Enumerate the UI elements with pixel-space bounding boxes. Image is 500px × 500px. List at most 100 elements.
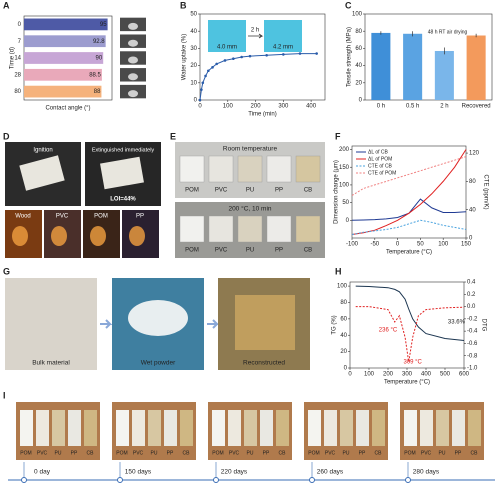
bar (371, 32, 391, 100)
series-line (351, 156, 467, 196)
plot-frame (364, 13, 493, 101)
timeline-node (309, 477, 315, 483)
sample (276, 410, 289, 446)
photo-label: PP (275, 248, 283, 254)
series-line (351, 198, 467, 221)
annotation: 2 h (251, 28, 259, 34)
marker (282, 53, 285, 56)
photo-label: PVC (215, 248, 228, 254)
inset-arrow (248, 33, 264, 39)
x-tick-label: 400 (306, 104, 317, 110)
x-tick-label: 100 (364, 372, 375, 378)
photo-label: CB (304, 188, 312, 194)
sample (372, 410, 385, 446)
photo-label: Room temperature (223, 146, 278, 153)
x-tick-label: 0.5 h (406, 104, 419, 110)
photo-label: PVC (215, 188, 228, 194)
sample (356, 410, 369, 446)
marker (198, 98, 202, 102)
reconstructed (235, 295, 295, 350)
series-line (351, 219, 467, 235)
y-axis-label: Water uptake (%) (182, 34, 188, 80)
photo-label: CB (375, 450, 383, 456)
timeline-node (117, 477, 123, 483)
powder (128, 300, 188, 336)
photo-label: PU (439, 450, 446, 456)
sample (180, 410, 193, 446)
photo-label: PVC (56, 214, 69, 220)
x-tick-label: -50 (370, 242, 379, 248)
x-tick-label: Recovered (462, 104, 491, 110)
annotation: 236 °C (379, 328, 398, 334)
y-tick-label: 30 (190, 46, 197, 52)
panel-letter: G (3, 266, 10, 276)
marker (211, 66, 214, 69)
y2-tick-label: -0.8 (467, 353, 478, 359)
sample (295, 155, 321, 183)
sample (179, 215, 205, 243)
marker (207, 69, 210, 73)
y2-tick-label: -0.4 (467, 329, 478, 335)
y-axis-label: Time (d) (10, 47, 16, 69)
y-tick-label: 200 (339, 147, 350, 153)
sample (260, 410, 273, 446)
photo-label: PU (151, 450, 158, 456)
y2-tick-label: 0 (469, 236, 473, 242)
y-tick-label: 0 (194, 98, 198, 104)
timeline-node (21, 477, 27, 483)
photo-label: POM (185, 188, 199, 194)
bar (24, 18, 108, 31)
flame (12, 226, 28, 246)
flame (90, 226, 106, 246)
timeline-node (213, 477, 219, 483)
y-tick-label: 14 (14, 56, 21, 62)
sample (244, 410, 257, 446)
y-tick-label: 20 (355, 80, 362, 86)
sample (308, 410, 321, 446)
bar (434, 50, 454, 100)
photo-label: CB (471, 450, 479, 456)
photo-label: POM (116, 450, 127, 456)
value-label: 92.8 (93, 39, 105, 45)
x-tick-label: 50 (417, 242, 424, 248)
y-axis-label: Tensile strength (MPa) (347, 27, 353, 87)
x-axis-label: Time (min) (248, 112, 276, 118)
y-tick-label: 0 (344, 366, 348, 372)
series-line (199, 53, 317, 101)
bar (403, 33, 423, 100)
panel-letter: I (3, 390, 6, 400)
y-tick-label: 100 (352, 12, 363, 18)
panel-letter: C (345, 0, 352, 10)
droplet (128, 22, 138, 30)
x-tick-label: 150 (461, 242, 472, 248)
y-tick-label: 50 (342, 200, 349, 206)
photo-label: PP (359, 450, 366, 456)
photo-label: PVC (421, 450, 432, 456)
sample (68, 410, 81, 446)
marker (200, 88, 203, 91)
marker (298, 52, 302, 55)
x-tick-label: 200 (251, 104, 262, 110)
sample (100, 156, 144, 190)
flame (51, 226, 67, 246)
legend-label: ΔL of CB (368, 149, 388, 155)
sample (132, 410, 145, 446)
photo-label: Ignition (33, 148, 52, 154)
x-axis-label: Temperature (°C) (386, 250, 432, 256)
x-axis-label: Contact angle (°) (45, 106, 90, 112)
sample (237, 215, 263, 243)
y-tick-label: 50 (190, 12, 197, 18)
y-tick-label: 10 (190, 80, 197, 86)
photo-label: PU (246, 248, 254, 254)
photo-label: Wet powder (141, 360, 176, 367)
panel-letter: B (180, 0, 187, 10)
photo-label: PP (275, 188, 283, 194)
value-label: 90 (96, 56, 103, 62)
value-label: 88 (94, 89, 101, 95)
droplet (128, 39, 138, 47)
series-line (355, 285, 465, 341)
photo-label: PU (246, 188, 254, 194)
photo-label: PVC (133, 450, 144, 456)
sample (164, 410, 177, 446)
